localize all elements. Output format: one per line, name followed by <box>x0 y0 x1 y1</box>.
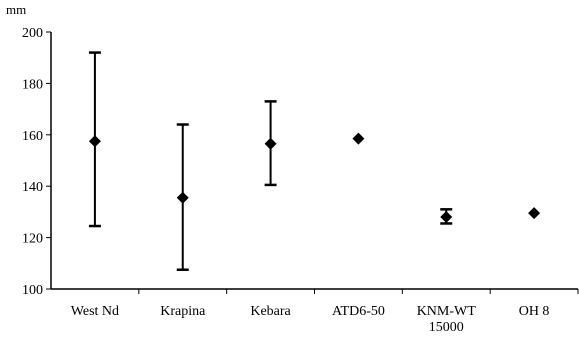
y-tick-label: 160 <box>22 129 43 144</box>
data-marks <box>88 51 541 271</box>
y-tick-label: 200 <box>22 26 43 41</box>
x-category-label: KNM-WT <box>417 304 477 319</box>
data-point-diamond <box>176 191 189 204</box>
y-axis-ticks: 100 120 140 160 180 200 <box>22 26 51 298</box>
y-tick-label: 120 <box>22 232 43 247</box>
x-category-label: Kebara <box>250 304 291 319</box>
data-point-diamond <box>264 137 277 150</box>
data-point-diamond <box>88 135 101 148</box>
axes <box>50 32 579 294</box>
y-tick-label: 100 <box>22 283 43 298</box>
x-category-label: Krapina <box>160 304 206 319</box>
x-category-label: West Nd <box>71 304 119 319</box>
y-tick-label: 140 <box>22 180 43 195</box>
data-point-diamond <box>440 211 453 224</box>
data-point-diamond <box>528 207 541 220</box>
x-category-label: OH 8 <box>519 304 550 319</box>
x-category-label: 15000 <box>429 320 464 335</box>
y-axis-unit-label: mm <box>6 2 26 17</box>
y-tick-label: 180 <box>22 77 43 92</box>
data-point-diamond <box>352 132 365 145</box>
x-category-label: ATD6-50 <box>332 304 385 319</box>
